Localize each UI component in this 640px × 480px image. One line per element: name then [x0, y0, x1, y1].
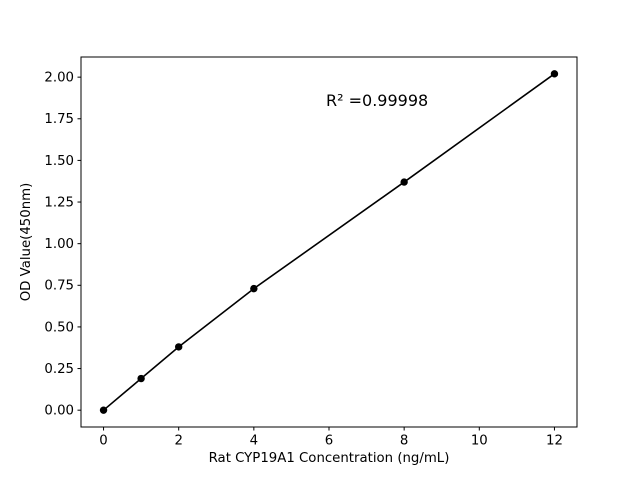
data-point	[99, 406, 108, 414]
plot-area	[81, 57, 577, 427]
x-tick-label: 6	[325, 434, 333, 449]
y-tick-label: 0.25	[44, 362, 74, 377]
y-tick-label: 0.00	[44, 404, 74, 419]
x-tick-label: 0	[99, 434, 107, 449]
series-line	[103, 73, 555, 411]
data-series	[99, 70, 559, 414]
x-axis-label: Rat CYP19A1 Concentration (ng/mL)	[209, 451, 450, 466]
data-point	[137, 374, 145, 383]
r-squared-annotation: R² =0.99998	[326, 91, 428, 110]
y-axis-ticks: 0.00 0.25 0.50 0.75 1.00 1.25 1.50 1.75 2.00	[44, 71, 81, 419]
x-axis-ticks: 0 2 4 6 8 10 12	[99, 427, 563, 449]
data-point	[400, 178, 408, 186]
y-tick-label: 2.00	[44, 71, 74, 86]
x-tick-label: 2	[174, 434, 182, 449]
data-point	[250, 284, 258, 293]
axes-frame	[80, 56, 578, 428]
x-tick-label: 12	[546, 434, 563, 449]
y-tick-label: 0.75	[44, 279, 74, 294]
y-tick-label: 1.50	[44, 154, 74, 169]
y-tick-label: 1.25	[44, 195, 74, 210]
data-point	[550, 70, 559, 78]
y-axis-label: OD Value(450nm)	[19, 183, 34, 302]
x-tick-label: 4	[250, 434, 258, 449]
y-tick-label: 1.00	[44, 237, 74, 252]
x-tick-label: 10	[471, 434, 488, 449]
x-tick-label: 8	[400, 434, 408, 449]
y-tick-label: 1.75	[44, 112, 74, 127]
data-point	[174, 343, 183, 351]
y-tick-label: 0.50	[44, 320, 74, 335]
